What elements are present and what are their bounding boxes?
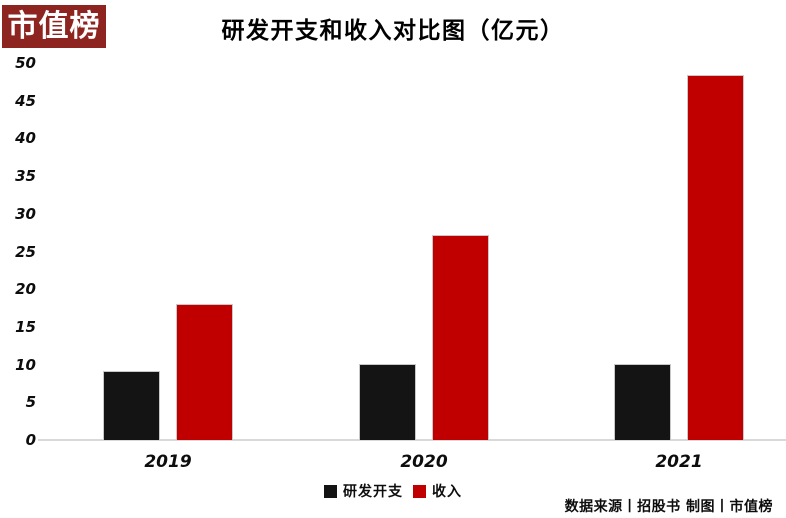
legend-item: 收入 — [413, 481, 462, 501]
y-tick-label: 15 — [15, 317, 36, 336]
rnd-expense-bar — [359, 364, 416, 440]
x-tick-label: 2021 — [655, 452, 703, 472]
y-tick-label: 20 — [15, 280, 36, 299]
chart-title: 研发开支和收入对比图（亿元） — [221, 18, 565, 44]
revenue-bar — [432, 235, 489, 440]
legend-swatch-icon — [324, 484, 337, 498]
y-tick-label: 30 — [15, 204, 36, 223]
legend-label: 研发开支 — [343, 484, 403, 500]
chart-legend: 研发开支 收入 — [0, 481, 786, 501]
y-tick-label: 35 — [15, 167, 36, 186]
x-tick-label: 2020 — [400, 452, 448, 472]
y-tick-label: 5 — [25, 393, 36, 412]
brand-logo: 市值榜 — [2, 5, 106, 48]
source-attribution: 数据来源丨招股书 制图丨市值榜 — [564, 499, 773, 515]
y-tick-label: 10 — [15, 355, 36, 374]
legend-item: 研发开支 — [324, 481, 403, 501]
y-tick-label: 50 — [15, 54, 36, 72]
revenue-bar — [687, 75, 744, 440]
rnd-expense-bar — [103, 371, 160, 440]
y-tick-label: 0 — [25, 431, 36, 449]
legend-label: 收入 — [432, 484, 462, 500]
y-tick-label: 40 — [15, 129, 36, 148]
y-tick-label: 45 — [15, 91, 36, 110]
x-tick-label: 2019 — [144, 452, 192, 472]
rnd-expense-bar — [614, 364, 671, 440]
y-tick-label: 25 — [15, 242, 36, 261]
legend-swatch-icon — [413, 484, 426, 498]
revenue-bar — [176, 304, 233, 440]
x-axis-line — [38, 439, 786, 441]
